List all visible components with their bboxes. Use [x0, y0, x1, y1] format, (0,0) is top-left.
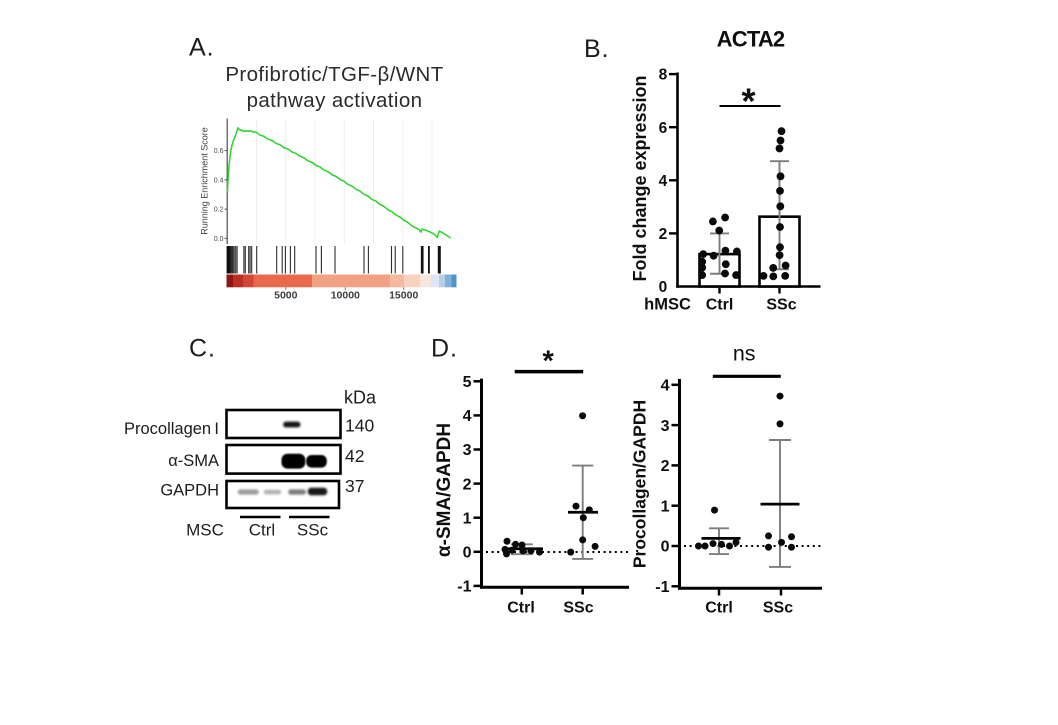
svg-text:0.4: 0.4	[214, 177, 224, 184]
svg-text:5000: 5000	[274, 289, 298, 301]
svg-text:α-SMA/GAPDH: α-SMA/GAPDH	[434, 423, 455, 557]
svg-text:A.: A.	[189, 34, 215, 62]
svg-text:5: 5	[463, 374, 472, 391]
svg-text:2: 2	[463, 476, 472, 493]
svg-text:Profibrotic/TGF-β/WNT: Profibrotic/TGF-β/WNT	[225, 63, 443, 86]
svg-text:Ctrl: Ctrl	[705, 600, 733, 617]
svg-text:6: 6	[659, 120, 668, 137]
svg-text:Procollagen I: Procollagen I	[124, 420, 219, 438]
svg-text:1: 1	[463, 510, 472, 527]
svg-text:SSc: SSc	[763, 600, 793, 617]
svg-text:3: 3	[463, 442, 472, 459]
svg-text:SSc: SSc	[766, 297, 796, 314]
svg-text:Fold change expression: Fold change expression	[630, 75, 650, 281]
svg-text:0: 0	[463, 545, 472, 562]
svg-text:*: *	[741, 81, 755, 122]
svg-text:GAPDH: GAPDH	[160, 482, 219, 500]
svg-text:-1: -1	[655, 579, 669, 596]
svg-text:0: 0	[661, 539, 670, 556]
svg-text:1: 1	[661, 498, 670, 515]
svg-text:4: 4	[659, 173, 668, 190]
svg-text:Procollagen/GAPDH: Procollagen/GAPDH	[630, 400, 650, 568]
svg-text:*: *	[543, 346, 555, 378]
svg-text:140: 140	[345, 416, 374, 436]
svg-text:ns: ns	[733, 342, 756, 366]
svg-text:hMSC: hMSC	[644, 296, 691, 314]
svg-text:0.6: 0.6	[214, 148, 224, 155]
svg-text:15000: 15000	[389, 289, 418, 301]
svg-text:kDa: kDa	[344, 388, 377, 408]
svg-text:0.0: 0.0	[214, 236, 224, 243]
svg-text:8: 8	[659, 67, 668, 84]
svg-text:Ctrl: Ctrl	[706, 297, 734, 314]
svg-text:B.: B.	[584, 35, 610, 63]
svg-text:4: 4	[463, 408, 472, 425]
svg-text:37: 37	[345, 476, 364, 496]
svg-text:0: 0	[659, 279, 668, 296]
svg-text:2: 2	[659, 226, 668, 243]
svg-text:0.2: 0.2	[214, 207, 224, 214]
svg-text:Ctrl: Ctrl	[249, 521, 275, 540]
svg-text:-1: -1	[457, 579, 471, 596]
svg-text:Ctrl: Ctrl	[507, 600, 535, 617]
svg-text:D.: D.	[431, 335, 458, 363]
svg-text:4: 4	[661, 378, 670, 395]
svg-text:3: 3	[661, 418, 670, 435]
svg-text:2: 2	[661, 458, 670, 475]
svg-text:SSc: SSc	[563, 600, 593, 617]
svg-text:42: 42	[345, 446, 364, 466]
svg-text:C.: C.	[189, 335, 216, 363]
svg-text:α-SMA: α-SMA	[168, 452, 219, 470]
svg-text:Running Enrichment Score: Running Enrichment Score	[200, 127, 210, 235]
svg-text:SSc: SSc	[297, 521, 329, 540]
svg-text:MSC: MSC	[186, 521, 224, 540]
svg-text:10000: 10000	[331, 289, 360, 301]
svg-text:ACTA2: ACTA2	[717, 27, 785, 52]
svg-text:pathway activation: pathway activation	[247, 89, 423, 112]
